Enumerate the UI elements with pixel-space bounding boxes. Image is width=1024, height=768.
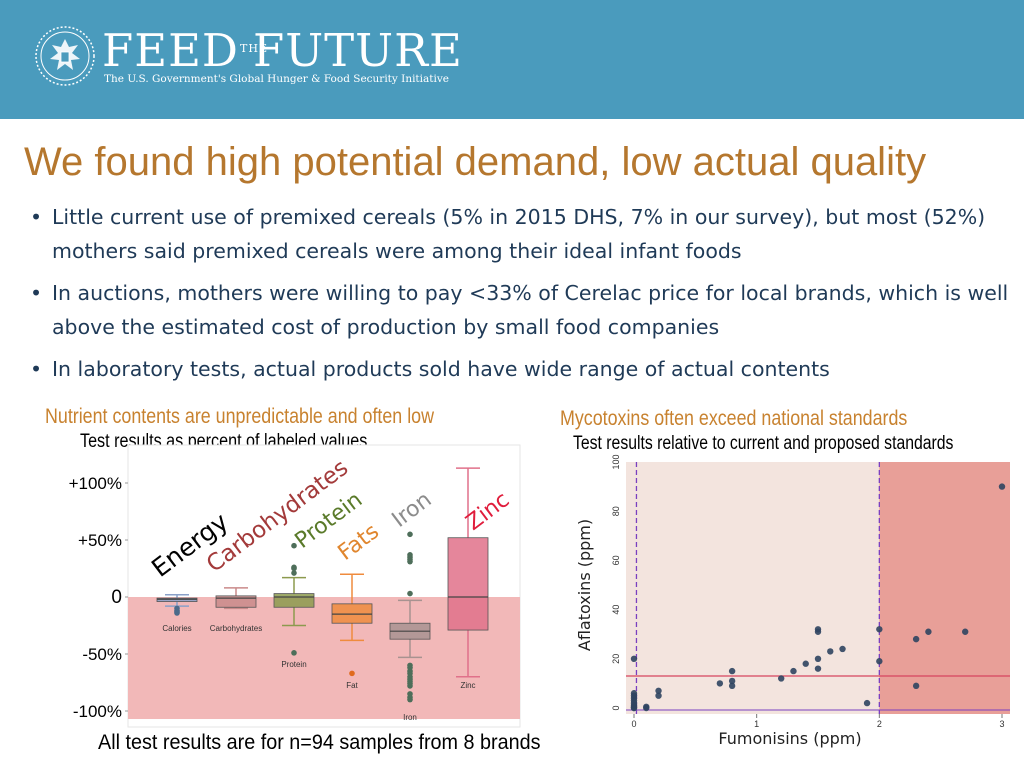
scatter-point — [778, 675, 785, 682]
box-protein — [273, 593, 315, 608]
brand-feed: FEED — [102, 24, 240, 77]
outlier-point — [407, 552, 413, 558]
bullet-text: Little current use of premixed cereals (… — [52, 205, 986, 263]
category-label: Iron — [403, 713, 417, 722]
scatter-point — [863, 699, 871, 707]
x-tick-label: 0 — [631, 719, 636, 729]
y-tick-label: 0 — [111, 587, 122, 608]
mycotoxin-scatter-chart: 0 20 40 60 80 100 0 1 2 3 Fumonisins (ppm) Aflatoxi… — [575, 454, 1010, 748]
scatter-point — [728, 677, 736, 685]
slide-title: We found high potential demand, low actu… — [24, 140, 927, 184]
box-zinc — [447, 537, 489, 631]
outlier-point — [407, 590, 413, 597]
scatter-point — [655, 692, 662, 699]
scatter-point — [790, 667, 797, 675]
us-government-seal-icon — [35, 26, 95, 86]
nutrient-box-chart: +100% +50% 0 -50% -100% Calories Carbohydrates… — [69, 444, 521, 728]
header-banner: FEEDTHEFUTURE The U.S. Government's Glob… — [0, 0, 1024, 119]
bullet-item: • Little current use of premixed cereals … — [30, 205, 986, 263]
bullet-item: • In laboratory tests, actual products so… — [30, 357, 830, 381]
outlier-point — [174, 610, 180, 616]
outlier-point — [349, 670, 355, 677]
brand-future: FUTURE — [253, 24, 463, 77]
scatter-point — [630, 704, 638, 712]
outlier-point — [407, 531, 413, 538]
brand-tagline: The U.S. Government's Global Hunger & Fo… — [104, 73, 449, 85]
outlier-point — [407, 696, 413, 703]
bullet-text: In auctions, mothers were willing to pay… — [52, 281, 1009, 339]
scatter-point — [716, 680, 724, 687]
y-tick-label: 20 — [611, 654, 621, 664]
scatter-point — [814, 655, 822, 662]
scatter-point — [912, 635, 920, 643]
category-label: Carbohydrates — [210, 624, 262, 633]
category-label: Protein — [281, 660, 306, 669]
right-panel-subheading: Test results relative to current and pro… — [573, 433, 954, 454]
right-panel-heading: Mycotoxins often exceed national standar… — [560, 407, 908, 430]
y-tick-label: +100% — [69, 474, 122, 493]
bullet-list: • Little current use of premixed cereals … — [28, 200, 1018, 394]
scatter-point — [728, 682, 736, 690]
outlier-point — [291, 650, 297, 656]
scatter-point — [962, 628, 969, 635]
outlier-point — [407, 683, 413, 689]
brand-the: THE — [240, 42, 268, 55]
brand-wordmark: FEEDTHEFUTURE — [102, 26, 463, 76]
scatter-point — [802, 660, 809, 667]
footnote: All test results are for n=94 samples fr… — [98, 730, 541, 754]
scatter-point — [925, 628, 932, 635]
exceeds-standard-region — [879, 462, 1010, 714]
y-tick-label: 0 — [611, 705, 621, 710]
scatter-point — [814, 628, 822, 635]
category-label: Calories — [162, 624, 191, 633]
y-tick-label: 60 — [611, 555, 621, 565]
category-label: Fat — [346, 681, 358, 690]
box-carbohydrates — [215, 595, 257, 608]
y-tick-label: 40 — [611, 605, 621, 615]
x-tick-label: 2 — [877, 719, 882, 729]
outlier-point — [291, 570, 297, 576]
y-tick-label: 100 — [611, 454, 621, 469]
x-tick-label: 3 — [999, 719, 1004, 729]
outlier-point — [291, 542, 297, 549]
scatter-point — [839, 645, 846, 653]
y-tick-label: -100% — [73, 702, 122, 721]
scatter-point — [827, 648, 834, 655]
bullet-text: In laboratory tests, actual products sol… — [52, 357, 830, 381]
y-tick-label: -50% — [82, 645, 122, 664]
bullet-item: • In auctions, mothers were willing to pa… — [30, 281, 1009, 339]
y-tick-label: +50% — [78, 531, 122, 550]
scatter-point — [643, 704, 650, 712]
scatter-point — [655, 687, 662, 694]
scatter-point — [728, 667, 736, 675]
scatter-point — [876, 658, 883, 665]
outlier-point — [291, 564, 297, 571]
category-label: Zinc — [460, 681, 475, 690]
x-tick-label: 1 — [754, 719, 759, 729]
left-panel-heading: Nutrient contents are unpredictable and … — [45, 405, 434, 428]
x-axis-label: Fumonisins (ppm) — [718, 729, 861, 748]
scatter-point — [876, 626, 883, 633]
y-axis-label: Aflatoxins (ppm) — [575, 519, 594, 651]
y-tick-label: 80 — [611, 506, 621, 516]
scatter-point — [998, 483, 1006, 490]
scatter-point — [814, 665, 822, 672]
scatter-point — [912, 682, 920, 690]
scatter-point — [630, 655, 638, 662]
